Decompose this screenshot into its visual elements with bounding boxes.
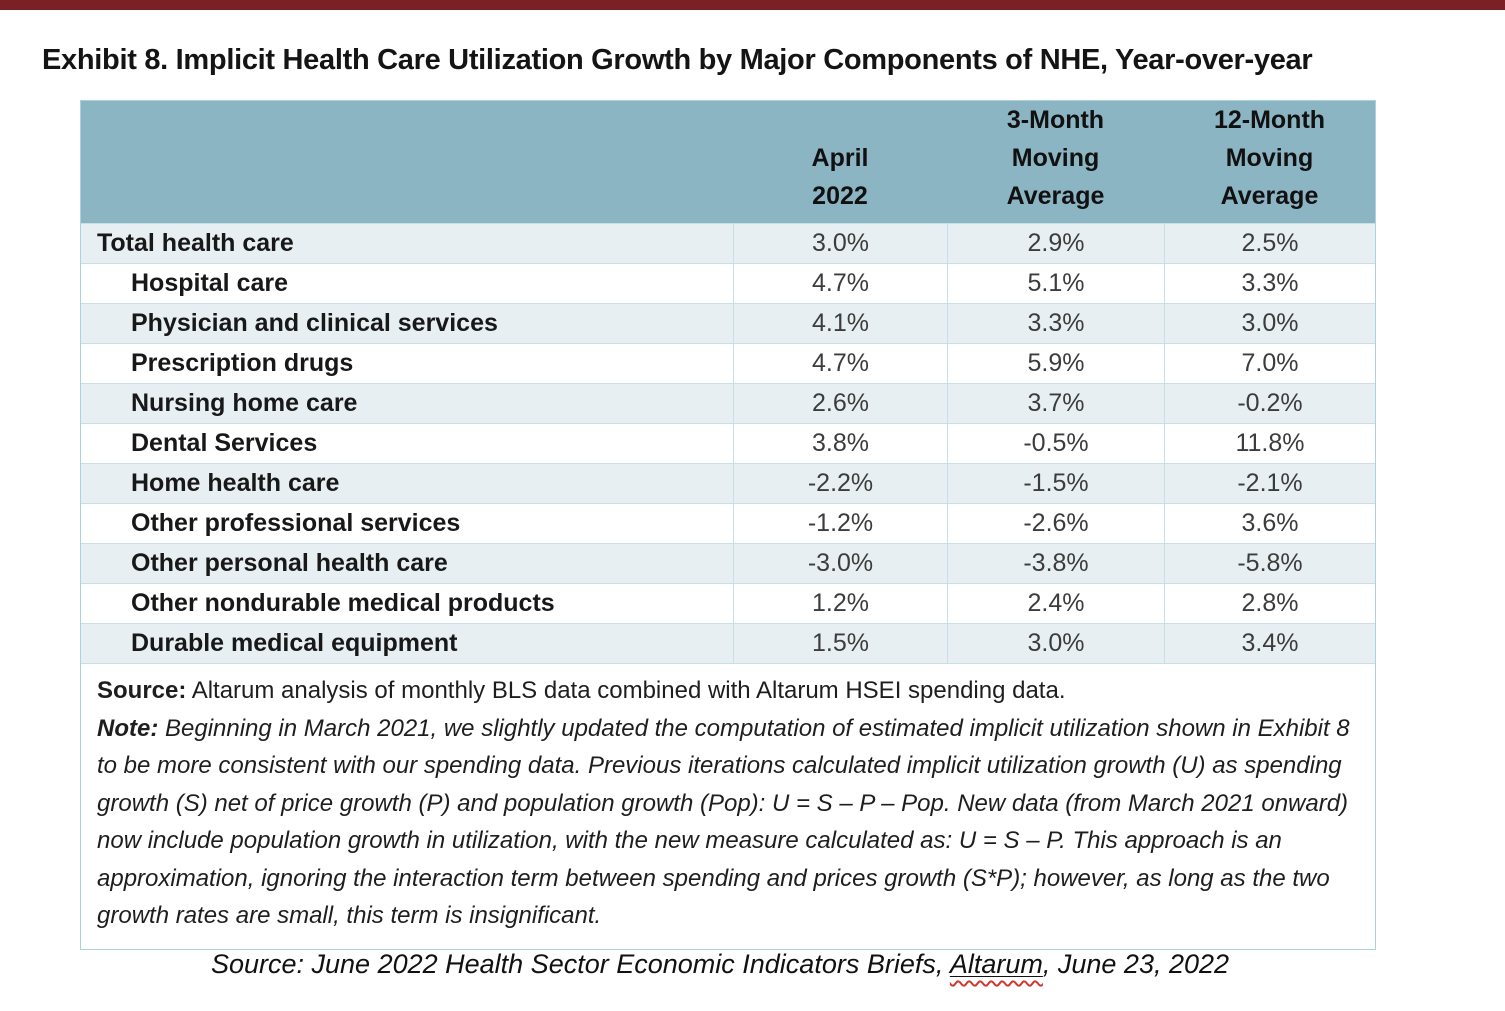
table-row: Dental Services 3.8% -0.5% 11.8% [81,423,1375,463]
cell-value: -2.1% [1164,464,1375,503]
table-body: Total health care 3.0% 2.9% 2.5% Hospita… [81,223,1375,663]
cell-value: -2.6% [947,504,1164,543]
cell-value: -3.0% [733,544,947,583]
cell-value: 5.9% [947,344,1164,383]
cell-value: -0.5% [947,424,1164,463]
cell-value: 2.5% [1164,224,1375,263]
cell-value: 3.3% [1164,264,1375,303]
cell-value: 2.9% [947,224,1164,263]
cell-value: 3.0% [1164,304,1375,343]
altarum-link[interactable]: Altarum [950,949,1043,979]
column-header-12-month-moving-average: 12-Month Moving Average [1213,106,1326,210]
cell-value: 3.0% [733,224,947,263]
row-label: Prescription drugs [131,349,354,377]
source-note-line: Source: Altarum analysis of monthly BLS … [97,672,1357,710]
table-row: Physician and clinical services 4.1% 3.3… [81,303,1375,343]
table-row: Nursing home care 2.6% 3.7% -0.2% [81,383,1375,423]
cell-value: -1.5% [947,464,1164,503]
cell-value: 4.7% [733,264,947,303]
cell-value: 3.4% [1164,624,1375,663]
utilization-table: April 2022 3-Month Moving Average 12-Mon… [80,100,1376,950]
row-label: Dental Services [131,429,318,457]
cell-value: 11.8% [1164,424,1375,463]
footer-source: Source: June 2022 Health Sector Economic… [0,949,1440,980]
cell-value: 3.7% [947,384,1164,423]
cell-value: 3.3% [947,304,1164,343]
cell-value: 1.5% [733,624,947,663]
source-label: Source: [97,677,187,704]
table-row: Prescription drugs 4.7% 5.9% 7.0% [81,343,1375,383]
row-label: Total health care [97,229,294,257]
cell-value: 7.0% [1164,344,1375,383]
row-label: Physician and clinical services [131,309,498,337]
table-row: Other personal health care -3.0% -3.8% -… [81,543,1375,583]
cell-value: 2.8% [1164,584,1375,623]
column-header-april-2022: April 2022 [811,144,869,210]
note-label: Note: [97,714,159,742]
row-label: Home health care [131,469,340,497]
cell-value: 5.1% [947,264,1164,303]
cell-value: 2.6% [733,384,947,423]
source-text: Altarum analysis of monthly BLS data com… [186,677,1066,704]
row-label: Durable medical equipment [131,629,458,657]
exhibit-title: Exhibit 8. Implicit Health Care Utilizat… [42,44,1313,76]
cell-value: -0.2% [1164,384,1375,423]
cell-value: 3.0% [947,624,1164,663]
cell-value: -2.2% [733,464,947,503]
notes-block: Source: Altarum analysis of monthly BLS … [81,663,1375,949]
cell-value: 4.1% [733,304,947,343]
row-label: Other personal health care [131,549,448,577]
table-row: Other professional services -1.2% -2.6% … [81,503,1375,543]
cell-value: 2.4% [947,584,1164,623]
note-text: Beginning in March 2021, we slightly upd… [97,714,1350,930]
column-header-3-month-moving-average: 3-Month Moving Average [1006,106,1105,210]
table-row: Durable medical equipment 1.5% 3.0% 3.4% [81,623,1375,663]
footer-suffix: , June 23, 2022 [1042,949,1230,979]
table-row: Other nondurable medical products 1.2% 2… [81,583,1375,623]
row-label: Other professional services [131,509,461,537]
cell-value: -1.2% [733,504,947,543]
table-row: Hospital care 4.7% 5.1% 3.3% [81,263,1375,303]
cell-value: 4.7% [733,344,947,383]
table-row: Home health care -2.2% -1.5% -2.1% [81,463,1375,503]
footer-prefix: Source: June 2022 Health Sector Economic… [210,949,950,979]
top-accent-bar [0,0,1505,10]
row-label: Other nondurable medical products [131,589,555,617]
column-header-blank [81,101,733,223]
cell-value: 1.2% [733,584,947,623]
table-row: Total health care 3.0% 2.9% 2.5% [81,223,1375,263]
row-label: Hospital care [131,269,289,297]
table-header: April 2022 3-Month Moving Average 12-Mon… [81,101,1375,223]
altarum-link-text: Altarum [949,949,1043,979]
cell-value: -5.8% [1164,544,1375,583]
cell-value: 3.6% [1164,504,1375,543]
row-label: Nursing home care [131,389,358,417]
method-note-line: Note: Beginning in March 2021, we slight… [97,710,1357,935]
cell-value: 3.8% [733,424,947,463]
cell-value: -3.8% [947,544,1164,583]
